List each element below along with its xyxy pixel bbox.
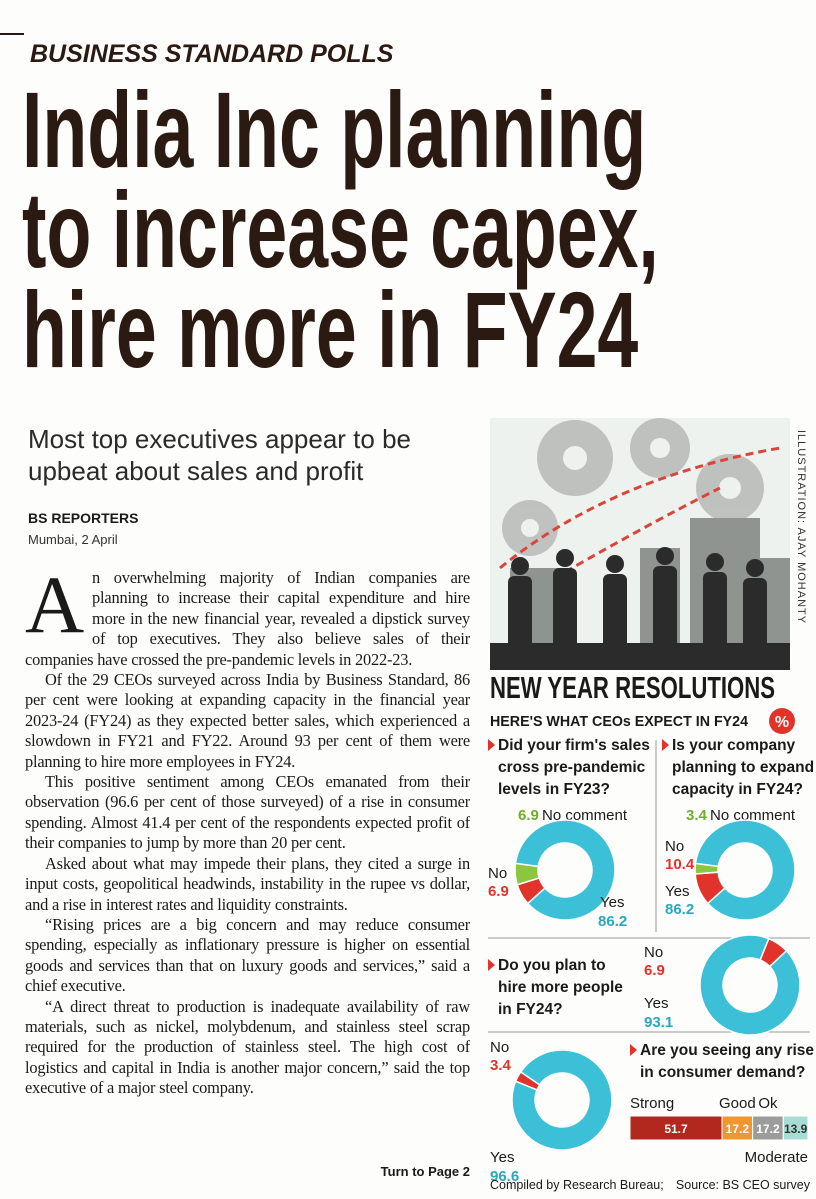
question-line: Did your firm's sales bbox=[498, 737, 650, 754]
segment-name: No bbox=[665, 838, 684, 855]
badge bbox=[769, 708, 795, 734]
bar-label: Good bbox=[719, 1095, 756, 1112]
segment-name: Yes bbox=[490, 1149, 514, 1166]
bullet bbox=[662, 739, 669, 751]
bar-label: Moderate bbox=[745, 1149, 808, 1166]
segment-value: 3.4 bbox=[686, 807, 708, 824]
subhead-line: Most top executives appear to be bbox=[28, 424, 412, 454]
segment-value: 93.1 bbox=[644, 1014, 673, 1031]
paragraph: This positive sentiment among CEOs emana… bbox=[25, 772, 470, 853]
byline: BS REPORTERS bbox=[28, 510, 139, 526]
question-line: Do you plan to bbox=[498, 957, 606, 974]
kicker: BUSINESS STANDARD POLLS bbox=[30, 40, 394, 68]
segment-value: 6.9 bbox=[644, 962, 665, 979]
continuation: Turn to Page 2 bbox=[380, 1164, 470, 1179]
bullet bbox=[488, 959, 495, 971]
source: Source: BS CEO survey bbox=[676, 1178, 811, 1192]
donut-segment bbox=[514, 819, 616, 921]
donut-segment bbox=[511, 1049, 613, 1151]
question-line: Is your company bbox=[672, 737, 796, 754]
segment-value: 86.2 bbox=[665, 901, 694, 918]
paragraph: “A direct threat to production is inadeq… bbox=[25, 996, 470, 1098]
donut-segment bbox=[699, 934, 801, 1036]
question-line: cross pre-pandemic bbox=[498, 759, 646, 776]
headline-line: hire more in FY24 bbox=[22, 269, 639, 390]
paragraph: Asked about what may impede their plans,… bbox=[25, 853, 470, 914]
bar-segment bbox=[752, 1115, 784, 1141]
segment-value: 6.9 bbox=[488, 883, 509, 900]
illustration bbox=[490, 418, 790, 670]
question-line: planning to expand bbox=[672, 759, 814, 776]
paragraph: n overwhelming majority of Indian compan… bbox=[25, 568, 470, 669]
bar-label: Strong bbox=[630, 1095, 674, 1112]
segment-value: 6.9 bbox=[518, 807, 539, 824]
bar-segment bbox=[629, 1115, 723, 1141]
segment-name: Yes bbox=[600, 894, 624, 911]
segment-value: 3.4 bbox=[490, 1057, 512, 1074]
bar-value: 17.2 bbox=[726, 1122, 750, 1136]
segment-name: No comment bbox=[710, 807, 796, 824]
bar-segment bbox=[782, 1115, 809, 1141]
segment-value: 10.4 bbox=[665, 856, 695, 873]
illustration-credit: ILLUSTRATION: AJAY MOHANTY bbox=[795, 430, 807, 625]
bar-value: 17.2 bbox=[756, 1122, 780, 1136]
question-line: in consumer demand? bbox=[640, 1064, 805, 1081]
bar-value: 51.7 bbox=[664, 1122, 688, 1136]
compiled-by: Compiled by Research Bureau; bbox=[490, 1178, 664, 1192]
dateline: Mumbai, 2 April bbox=[28, 532, 118, 547]
badge-text: % bbox=[775, 714, 789, 731]
headline-line: India Inc planning bbox=[22, 69, 647, 190]
infographic: NEW YEAR RESOLUTIONS HERE'S WHAT CEOs EX… bbox=[488, 670, 814, 1192]
segment-name: No bbox=[488, 865, 507, 882]
segment-name: No bbox=[644, 944, 663, 961]
infographic-title: NEW YEAR RESOLUTIONS bbox=[490, 670, 775, 705]
article-body: A n overwhelming majority of Indian comp… bbox=[25, 568, 470, 1160]
headline-line: to increase capex, bbox=[22, 169, 659, 290]
segment-name: Yes bbox=[644, 995, 668, 1012]
bullet bbox=[630, 1044, 637, 1056]
paragraph: Of the 29 CEOs surveyed across India by … bbox=[25, 670, 470, 771]
question-line: levels in FY23? bbox=[498, 781, 610, 798]
bar-value: 13.9 bbox=[784, 1122, 808, 1136]
drop-cap: A bbox=[25, 568, 85, 650]
segment-name: No bbox=[490, 1039, 509, 1056]
bar-label: Ok bbox=[758, 1095, 778, 1112]
segment-name: Yes bbox=[665, 883, 689, 900]
question-line: capacity in FY24? bbox=[672, 781, 803, 798]
segment-value: 86.2 bbox=[598, 913, 627, 930]
subhead-line: upbeat about sales and profit bbox=[28, 456, 364, 486]
paragraph: “Rising prices are a big concern and may… bbox=[25, 914, 470, 996]
donut-segment bbox=[694, 819, 796, 921]
segment-value: 96.6 bbox=[490, 1168, 519, 1185]
infographic-subtitle: HERE'S WHAT CEOs EXPECT IN FY24 bbox=[490, 713, 749, 730]
rule bbox=[0, 33, 24, 35]
bullet bbox=[488, 739, 495, 751]
question-line: Are you seeing any rise bbox=[640, 1042, 814, 1059]
question-line: in FY24? bbox=[498, 1001, 563, 1018]
question-line: hire more people bbox=[498, 979, 623, 996]
